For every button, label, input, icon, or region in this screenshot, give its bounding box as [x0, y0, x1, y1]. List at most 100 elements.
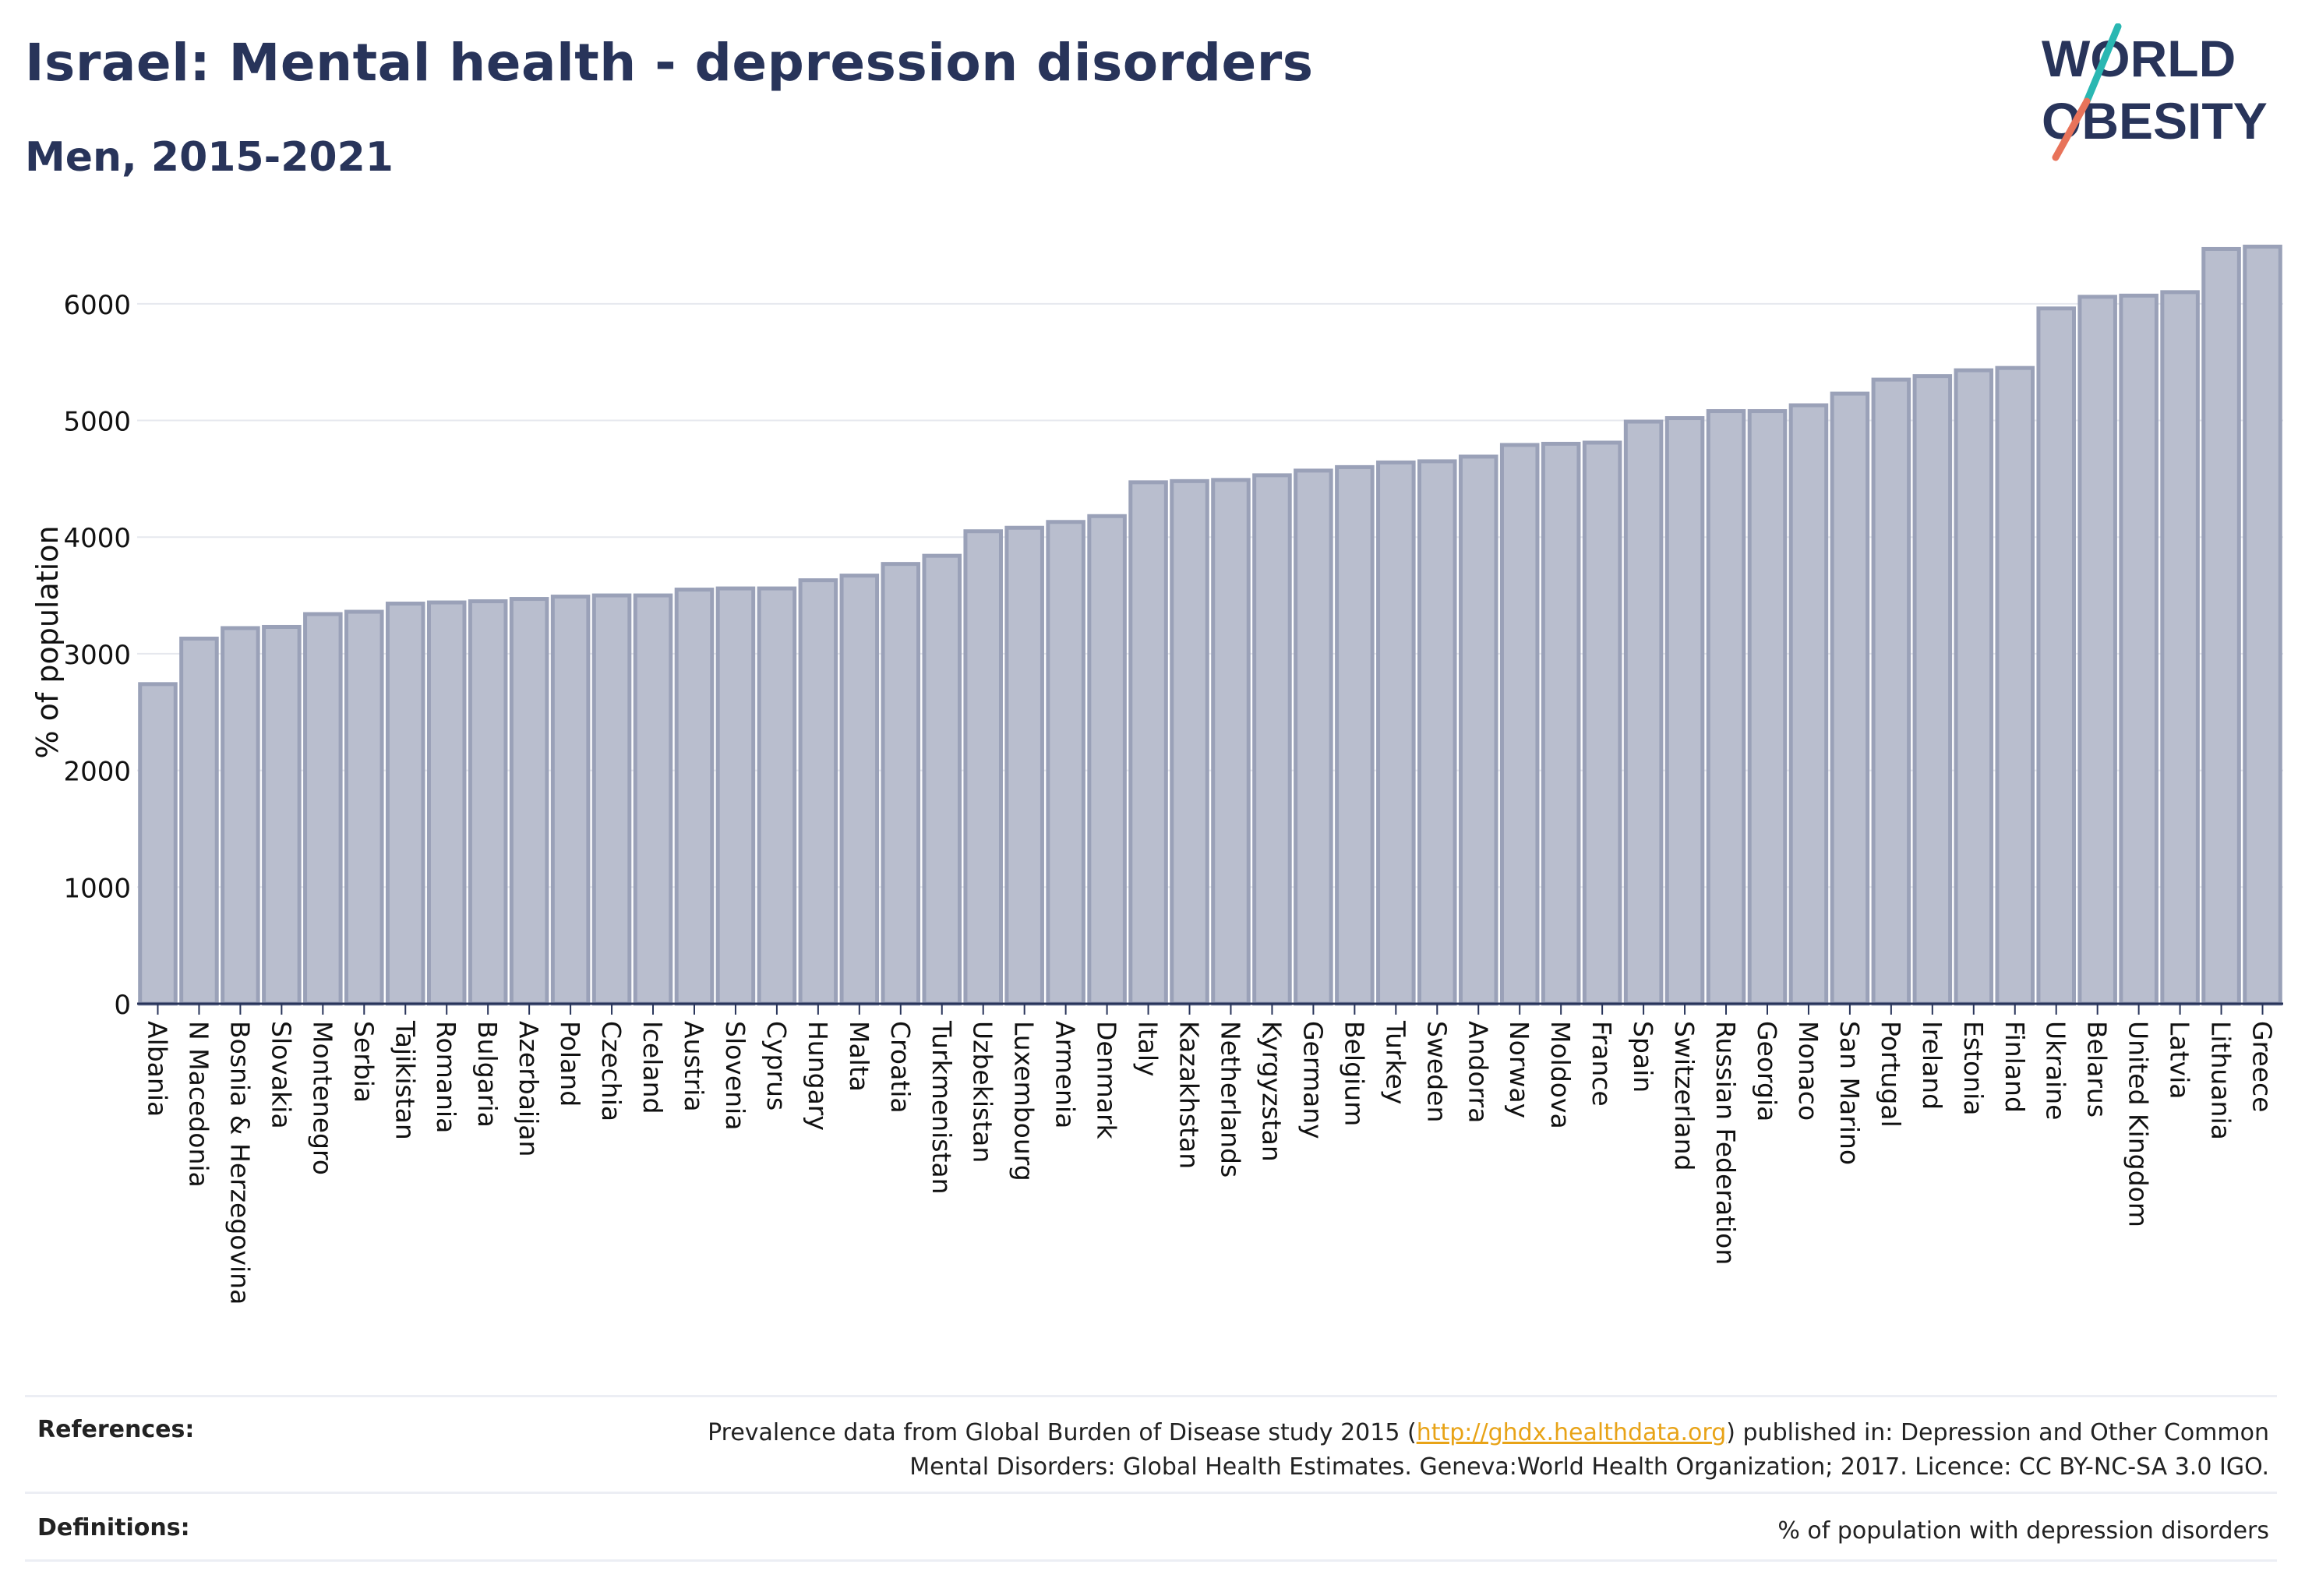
- definitions-label: Definitions:: [37, 1514, 190, 1541]
- references-panel: References: Prevalence data from Global …: [25, 1395, 2277, 1562]
- world-obesity-logo: WORLD OBESITY: [2042, 23, 2268, 161]
- bar-chart: 0 1000 2000 3000 4000 5000 6000 Albania N Maced…: [30, 244, 2283, 1305]
- x-tick-label: Slovenia: [720, 1021, 750, 1130]
- y-tick-label: 5000: [63, 407, 131, 438]
- x-tick-label: Georgia: [1752, 1021, 1782, 1121]
- bar: [1376, 460, 1416, 1006]
- bar: [922, 553, 962, 1006]
- x-tick-label: Belgium: [1339, 1021, 1369, 1126]
- bar: [1335, 464, 1375, 1006]
- x-tick-label: Kyrgyzstan: [1256, 1021, 1287, 1162]
- x-tick-label: Andorra: [1463, 1021, 1493, 1123]
- logo-text-world: WORLD: [2042, 30, 2236, 87]
- x-tick-label: Ireland: [1917, 1021, 1947, 1110]
- y-tick-label: 4000: [63, 523, 131, 554]
- bar: [344, 609, 384, 1006]
- bar: [1871, 377, 1911, 1006]
- bar: [881, 562, 921, 1006]
- x-tick-label: Hungary: [803, 1021, 833, 1131]
- x-tick-label: Turkey: [1380, 1020, 1410, 1104]
- bar: [221, 626, 260, 1006]
- x-tick-label: Luxembourg: [1009, 1021, 1040, 1181]
- x-tick-label: N Macedonia: [183, 1021, 214, 1188]
- x-tick-label: Monaco: [1793, 1021, 1823, 1121]
- bar: [1499, 443, 1540, 1006]
- x-tick-label: Switzerland: [1669, 1021, 1700, 1171]
- bar: [2036, 306, 2076, 1006]
- x-tick-label: Malta: [844, 1021, 874, 1092]
- bar: [1170, 478, 1209, 1006]
- x-tick-label: Belarus: [2082, 1021, 2113, 1118]
- x-tick-label: Iceland: [637, 1021, 668, 1114]
- references-text-start: Prevalence data from Global Burden of Di…: [708, 1419, 1417, 1446]
- bar: [1004, 525, 1044, 1006]
- bar: [1582, 440, 1622, 1006]
- bar: [1954, 368, 1994, 1006]
- references-label: References:: [37, 1416, 195, 1443]
- bar: [1046, 520, 1085, 1006]
- bar: [1747, 409, 1788, 1006]
- x-tick-label: Portugal: [1876, 1021, 1906, 1128]
- bar: [1211, 478, 1251, 1006]
- bar: [674, 588, 715, 1006]
- x-tick-label: Uzbekistan: [968, 1021, 998, 1163]
- x-tick-label: France: [1587, 1021, 1617, 1107]
- x-tick-label: Finland: [2000, 1021, 2030, 1113]
- x-tick-label: Bulgaria: [472, 1021, 503, 1128]
- x-tick-label: Azerbaijan: [514, 1021, 544, 1156]
- x-tick-label: Denmark: [1092, 1021, 1122, 1140]
- logo-slash-top: [2083, 23, 2122, 105]
- bar: [839, 574, 880, 1006]
- bar: [138, 682, 178, 1006]
- bar: [963, 529, 1003, 1006]
- bar: [633, 593, 673, 1006]
- x-tick-label: San Marino: [1834, 1021, 1865, 1165]
- x-tick-label: Lithuania: [2206, 1021, 2236, 1140]
- x-tick-label: Netherlands: [1215, 1021, 1245, 1178]
- bar: [1294, 468, 1333, 1006]
- x-tick-label: Spain: [1628, 1021, 1658, 1093]
- x-tick-label: Czechia: [596, 1021, 627, 1121]
- x-tick-label: Serbia: [348, 1021, 379, 1103]
- y-tick-label: 0: [114, 990, 131, 1021]
- x-tick-label: Cyprus: [761, 1021, 792, 1110]
- x-tick-label: Italy: [1133, 1021, 1163, 1077]
- bar: [426, 600, 467, 1006]
- bar: [468, 599, 508, 1006]
- x-tick-label: Estonia: [1958, 1021, 1989, 1115]
- x-tick-label: Turkmenistan: [927, 1020, 957, 1195]
- bar: [1128, 480, 1168, 1006]
- x-tick-label: Tajikistan: [390, 1020, 420, 1140]
- bar: [591, 593, 632, 1006]
- bar: [715, 586, 756, 1006]
- page-subtitle: Men, 2015-2021: [25, 134, 394, 181]
- x-tick-label: Russian Federation: [1710, 1021, 1741, 1265]
- bar: [1087, 514, 1127, 1006]
- bar: [1664, 416, 1705, 1006]
- bar: [385, 602, 425, 1006]
- logo-slash-bottom: [2052, 97, 2091, 161]
- x-tick-label: Greece: [2247, 1021, 2278, 1112]
- references-link[interactable]: http://ghdx.healthdata.org: [1416, 1419, 1727, 1446]
- x-tick-label: Sweden: [1421, 1021, 1452, 1122]
- x-tick-label: Croatia: [885, 1021, 916, 1114]
- x-tick-label: Bosnia & Herzegovina: [224, 1021, 255, 1305]
- bar: [1417, 459, 1457, 1006]
- bar: [2077, 295, 2117, 1006]
- bar: [798, 578, 838, 1006]
- bar: [1252, 473, 1292, 1006]
- bars: [138, 244, 2282, 1006]
- bar: [1706, 409, 1746, 1006]
- x-tick-label: Armenia: [1050, 1021, 1081, 1128]
- x-tick-label: Montenegro: [307, 1021, 337, 1175]
- bar: [2160, 290, 2200, 1006]
- bar: [2243, 244, 2282, 1006]
- y-axis-label: % of population: [30, 525, 65, 758]
- x-tick-label: Kazakhstan: [1174, 1021, 1205, 1169]
- bar: [1995, 365, 2035, 1006]
- references-text-line2: Mental Disorders: Global Health Estimate…: [909, 1453, 2269, 1481]
- bar: [2119, 293, 2159, 1006]
- y-tick-label: 3000: [63, 640, 131, 671]
- bar: [1458, 454, 1498, 1006]
- references-text: Prevalence data from Global Burden of Di…: [708, 1416, 2277, 1485]
